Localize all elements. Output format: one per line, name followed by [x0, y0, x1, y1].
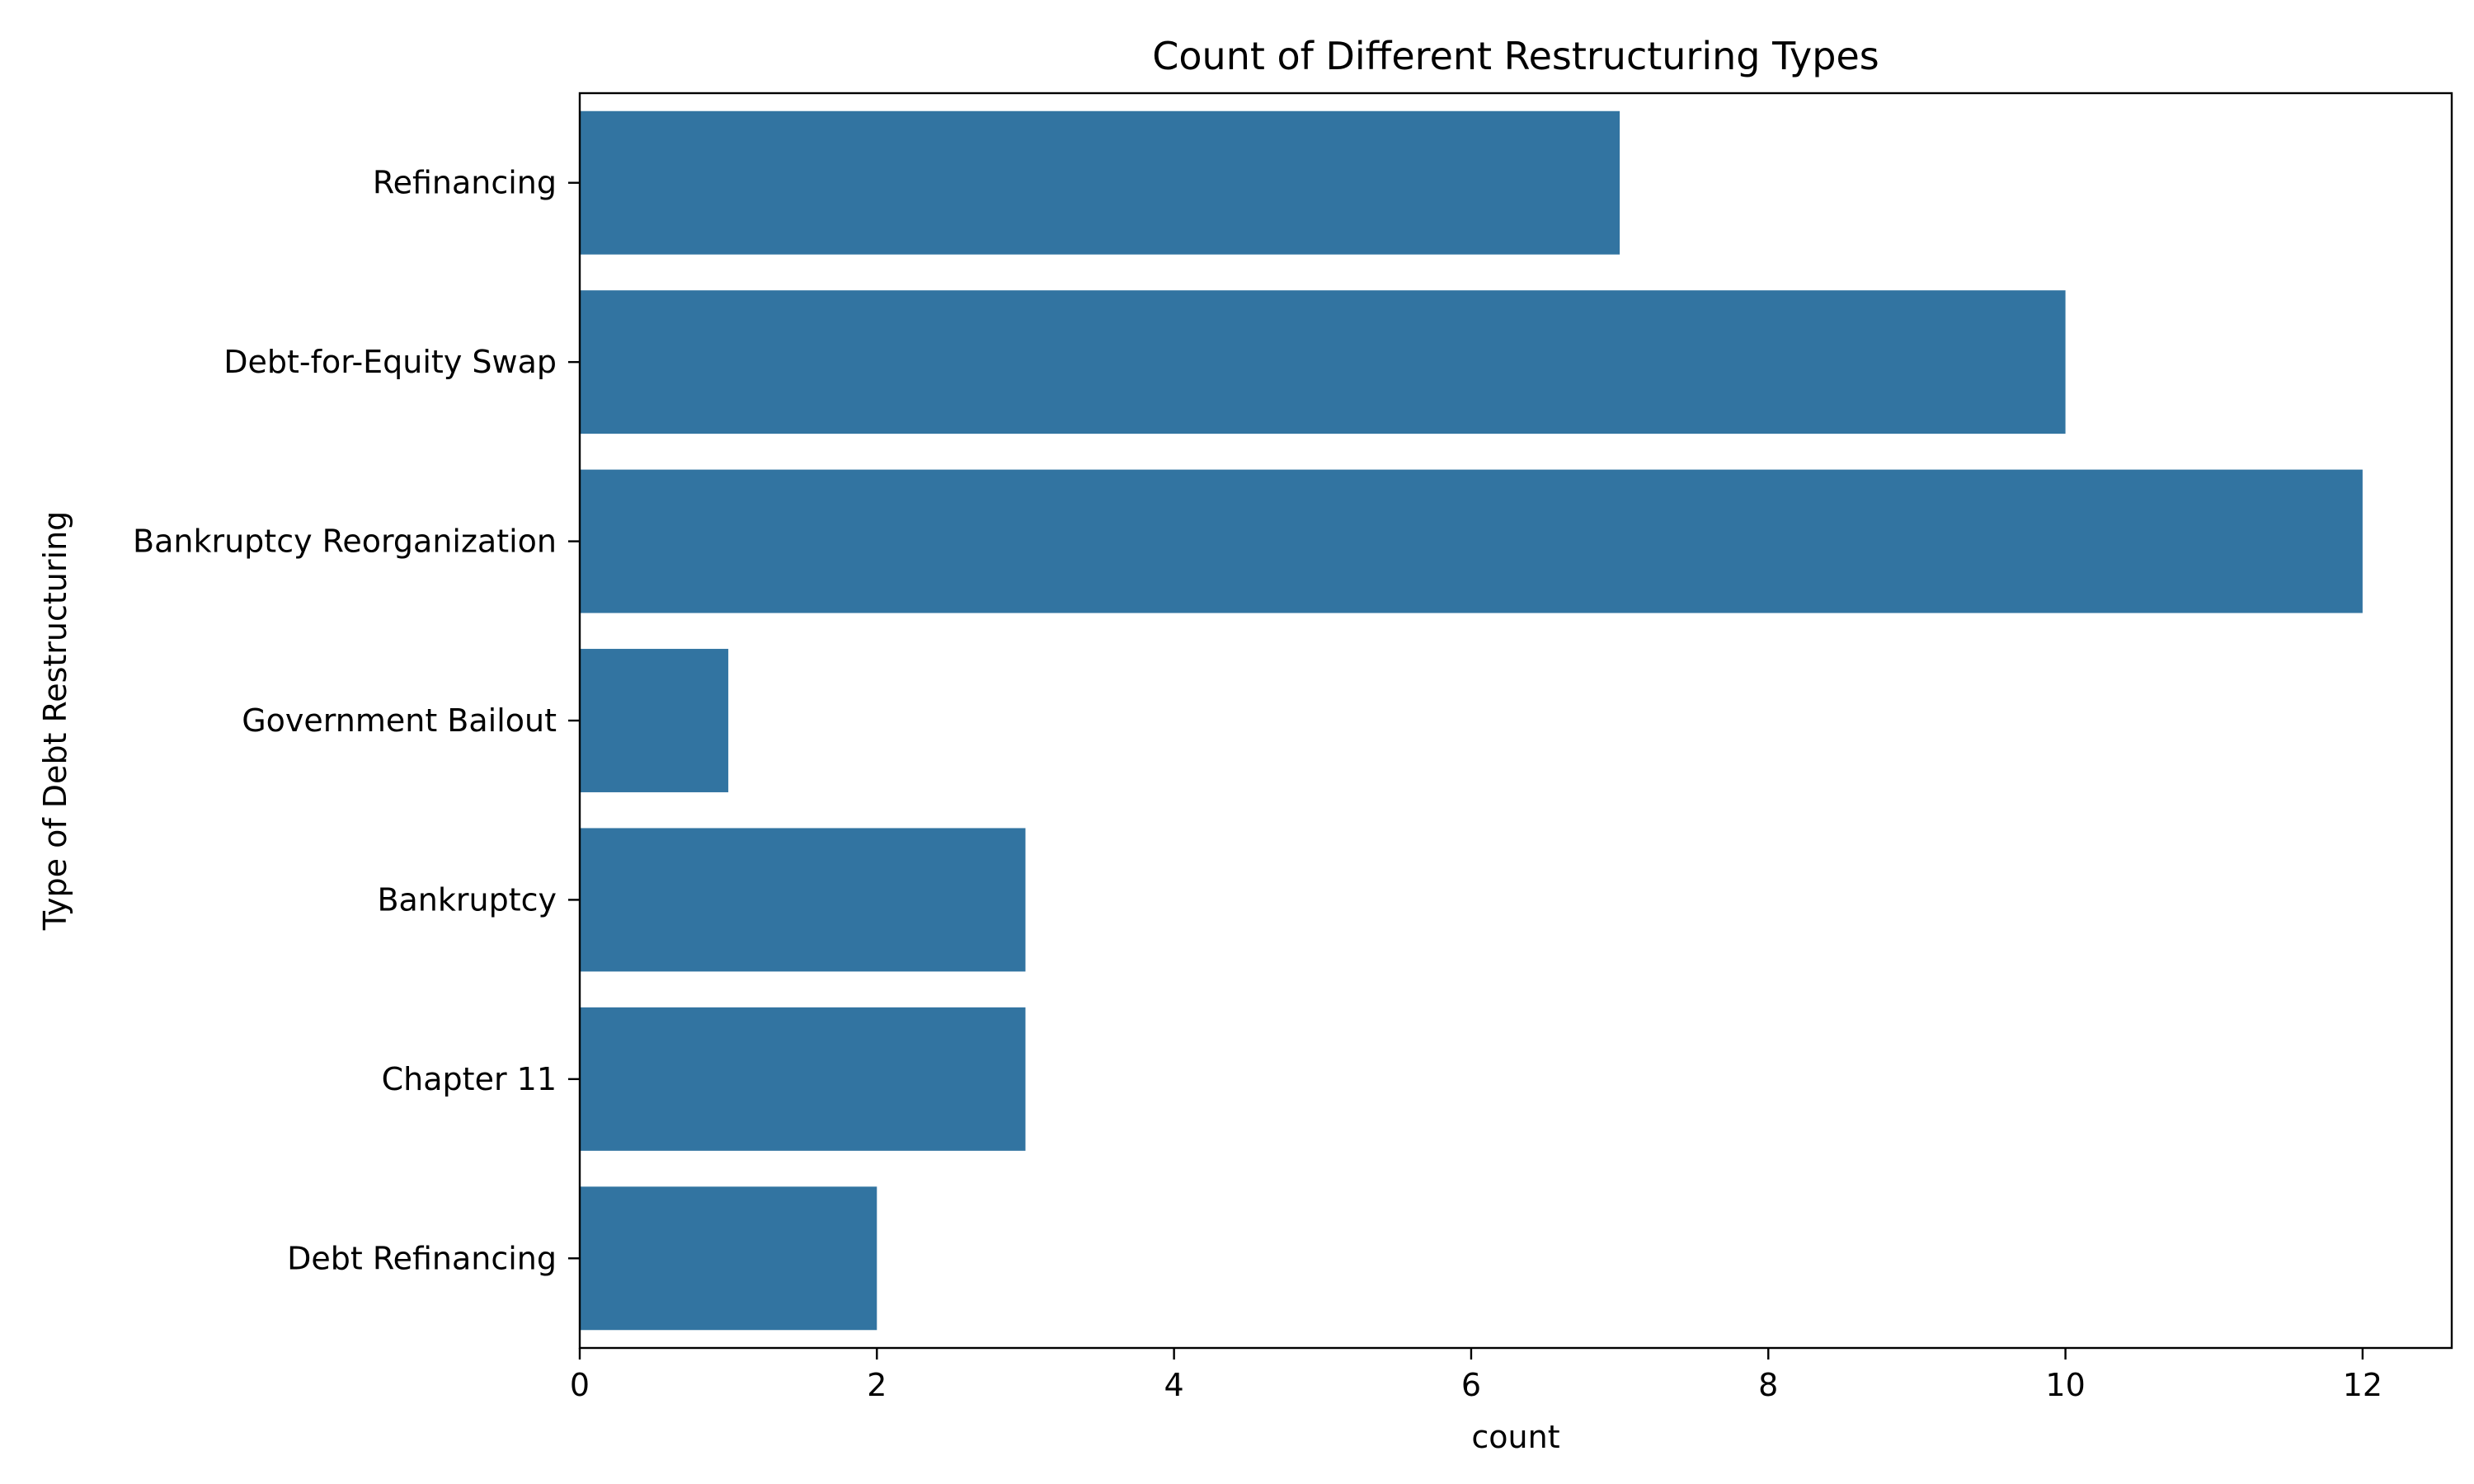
x-tick-label: 10 — [2045, 1367, 2085, 1403]
y-axis-ticks: Refinancing Debt-for-Equity Swap Bankruptc… — [133, 165, 580, 1276]
x-axis-ticks: 0 2 4 6 8 10 12 — [570, 1348, 2382, 1403]
x-axis-label: count — [1471, 1419, 1559, 1455]
bars-group — [580, 110, 2363, 1331]
x-tick-label: 6 — [1461, 1367, 1481, 1403]
x-tick-label: 0 — [570, 1367, 590, 1403]
bar — [580, 110, 1620, 255]
x-tick-label: 8 — [1758, 1367, 1778, 1403]
y-tick-label: Government Bailout — [242, 702, 557, 739]
y-tick-label: Bankruptcy — [377, 881, 557, 918]
y-axis-label: Type of Debt Restructuring — [37, 511, 73, 932]
bar — [580, 828, 1026, 972]
bar — [580, 1007, 1026, 1151]
plot-frame — [578, 92, 2453, 1350]
y-tick-label: Debt-for-Equity Swap — [223, 344, 557, 380]
x-tick-label: 2 — [867, 1367, 887, 1403]
x-tick-label: 4 — [1164, 1367, 1184, 1403]
bar — [580, 1186, 877, 1331]
y-tick-label: Bankruptcy Reorganization — [133, 524, 557, 560]
y-tick-label: Refinancing — [373, 165, 557, 201]
bar — [580, 469, 2363, 613]
bar — [580, 649, 729, 792]
chart-title: Count of Different Restructuring Types — [1152, 34, 1879, 78]
y-tick-label: Chapter 11 — [382, 1061, 557, 1097]
x-tick-label: 12 — [2343, 1367, 2382, 1403]
y-tick-label: Debt Refinancing — [287, 1240, 557, 1276]
bar — [580, 290, 2066, 434]
